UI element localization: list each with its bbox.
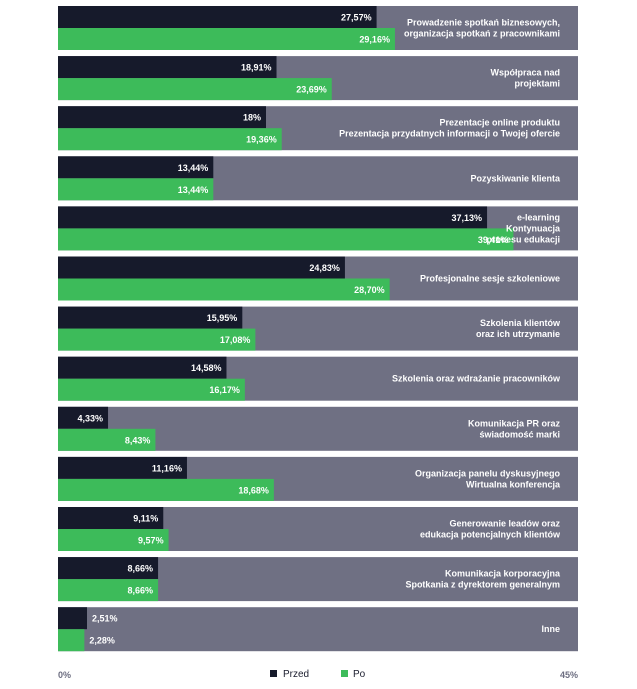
legend-swatch-after	[341, 670, 348, 677]
value-label-przed: 4,33%	[78, 413, 104, 423]
value-label-po: 13,44%	[178, 185, 209, 195]
bar-przed	[58, 456, 187, 479]
bar-przed	[58, 206, 488, 229]
row-track	[58, 607, 578, 652]
bar-po	[58, 228, 514, 251]
bar-po	[58, 128, 282, 151]
bar-przed	[58, 607, 88, 630]
value-label-po: 8,66%	[128, 586, 154, 596]
bar-przed	[58, 256, 345, 279]
legend: Przed Po	[270, 669, 366, 680]
bar-po	[58, 278, 390, 301]
value-label-po: 23,69%	[296, 85, 327, 95]
category-label: Komunikacja korporacyjna	[445, 569, 561, 579]
category-label: Prowadzenie spotkań biznesowych,	[407, 18, 560, 28]
value-label-po: 8,43%	[125, 435, 151, 445]
bar-przed	[58, 507, 164, 529]
value-label-przed: 11,16%	[152, 463, 182, 473]
bar-po	[58, 629, 85, 652]
category-label: Szkolenia oraz wdrażanie pracowników	[392, 374, 561, 384]
value-label-po: 16,17%	[209, 385, 240, 395]
category-label: Wirtualna konferencja	[466, 479, 561, 489]
value-label-po: 2,28%	[89, 636, 115, 646]
legend-label-after: Po	[353, 669, 366, 680]
value-label-przed: 18%	[243, 113, 261, 123]
bar-po	[58, 78, 332, 101]
category-label: Pozyskiwanie klienta	[470, 173, 561, 183]
value-label-przed: 37,13%	[452, 213, 483, 223]
chart-row: 13,44% 13,44% Pozyskiwanie klienta	[58, 156, 578, 201]
bar-po	[58, 328, 256, 351]
category-label: Inne	[541, 624, 560, 634]
value-label-przed: 9,11%	[133, 514, 158, 524]
chart-rows: 27,57% 29,16% Prowadzenie spotkań biznesow…	[58, 6, 578, 652]
chart-row: 9,11% 9,57% Generowanie leadów orazedukacj…	[58, 507, 578, 551]
legend-swatch-before	[270, 670, 277, 677]
category-label: oraz ich utrzymanie	[476, 329, 560, 339]
category-label: Generowanie leadów oraz	[449, 519, 560, 529]
category-label: Współpraca nad	[490, 68, 560, 78]
bar-przed	[58, 356, 227, 379]
chart-row: 24,83% 28,70% Profesjonalne sesje szkoleni…	[58, 256, 578, 301]
chart-row: 2,51% 2,28% Inne	[58, 607, 578, 652]
category-label: Spotkania z dyrektorem generalnym	[405, 580, 560, 590]
value-label-przed: 15,95%	[207, 313, 238, 323]
axis-min-label: 0%	[58, 670, 71, 680]
bar-przed	[58, 557, 159, 580]
category-label: Prezentacja przydatnych informacji o Two…	[339, 129, 560, 139]
value-label-przed: 13,44%	[178, 163, 209, 173]
chart-row: 8,66% 8,66% Komunikacja korporacyjnaSpotka…	[58, 557, 578, 602]
category-label: świadomość marki	[479, 429, 560, 439]
legend-label-before: Przed	[283, 669, 309, 680]
category-label: e-learning	[517, 212, 560, 222]
value-label-po: 18,68%	[238, 485, 269, 495]
bar-przed	[58, 6, 377, 28]
bar-po	[58, 28, 395, 50]
bar-po	[58, 428, 156, 451]
category-label: projektami	[514, 79, 560, 89]
value-label-przed: 14,58%	[191, 363, 222, 373]
value-label-po: 9,57%	[138, 536, 164, 546]
chart-row: 14,58% 16,17% Szkolenia oraz wdrażanie pra…	[58, 356, 578, 401]
value-label-przed: 2,51%	[92, 614, 118, 624]
value-label-po: 17,08%	[220, 335, 251, 345]
bar-po	[58, 579, 159, 602]
value-label-po: 28,70%	[354, 285, 385, 295]
bar-przed	[58, 406, 109, 429]
category-label: Profesjonalne sesje szkoleniowe	[420, 274, 560, 284]
chart-row: 11,16% 18,68% Organizacja panelu dyskusyjn…	[58, 456, 578, 501]
chart-row: 4,33% 8,43% Komunikacja PR orazświadomość …	[58, 406, 578, 451]
value-label-po: 39,41%	[478, 235, 509, 245]
value-label-przed: 27,57%	[341, 13, 372, 23]
bar-po	[58, 478, 274, 501]
bar-przed	[58, 56, 277, 79]
bar-przed	[58, 306, 243, 329]
bar-przed	[58, 106, 266, 129]
category-label: Prezentacje online produktu	[439, 118, 560, 128]
bar-po	[58, 529, 169, 551]
value-label-po: 29,16%	[359, 35, 390, 45]
category-label: organizacja spotkań z pracownikami	[404, 29, 560, 39]
category-label: Kontynuacja	[506, 223, 561, 233]
category-label: Komunikacja PR oraz	[468, 418, 561, 428]
category-label: Szkolenia klientów	[480, 318, 561, 328]
category-label: procesu edukacji	[486, 234, 560, 244]
chart-row: 27,57% 29,16% Prowadzenie spotkań biznesow…	[58, 6, 578, 50]
bar-po	[58, 178, 214, 201]
value-label-po: 19,36%	[246, 135, 277, 145]
category-label: edukacja potencjalnych klientów	[420, 530, 561, 540]
chart-row: 18% 19,36% Prezentacje online produktuPrez…	[58, 106, 578, 151]
value-label-przed: 24,83%	[309, 263, 340, 273]
value-label-przed: 8,66%	[128, 564, 154, 574]
bar-przed	[58, 156, 214, 179]
category-label: Organizacja panelu dyskusyjnego	[415, 468, 561, 478]
chart-row: 37,13% 39,41% e-learningKontynuacjaprocesu…	[58, 206, 578, 251]
bar-po	[58, 378, 245, 401]
axis-max-label: 45%	[560, 670, 578, 680]
value-label-przed: 18,91%	[241, 63, 272, 73]
